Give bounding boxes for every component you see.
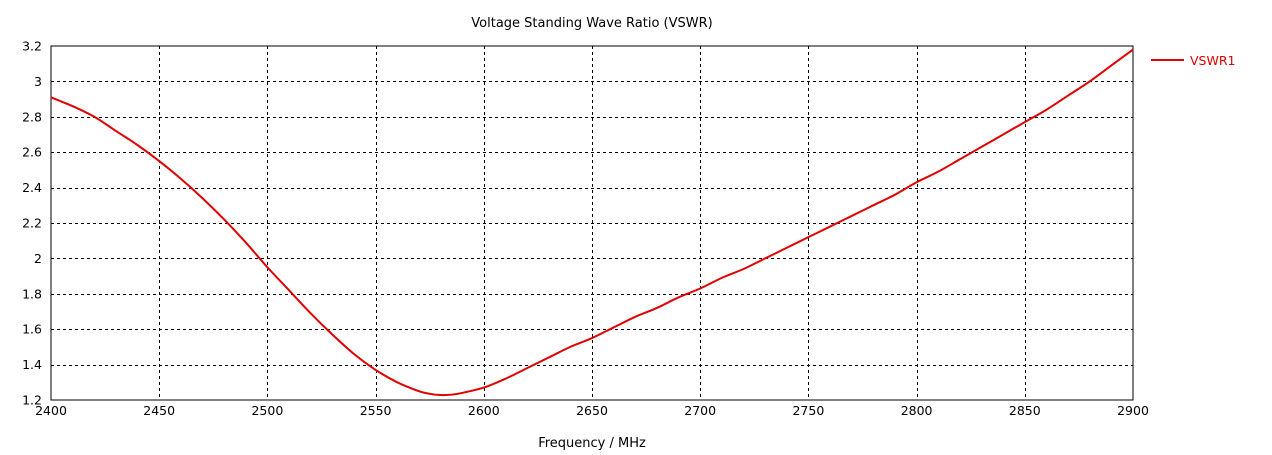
x-tick-label: 2800 xyxy=(901,403,933,418)
x-tick-label: 2650 xyxy=(576,403,608,418)
x-axis-label: Frequency / MHz xyxy=(538,436,646,451)
y-tick-label: 2.6 xyxy=(22,145,42,160)
x-tick-label: 2500 xyxy=(251,403,283,418)
y-tick-label: 1.6 xyxy=(22,322,42,337)
y-tick-label: 3 xyxy=(34,74,42,89)
x-tick-labels: 2400 2450 2500 2550 2600 2650 2700 2750 2800 2850… xyxy=(35,403,1149,418)
x-tick-label: 2600 xyxy=(468,403,500,418)
y-tick-label: 2.8 xyxy=(22,109,42,124)
chart-title: Voltage Standing Wave Ratio (VSWR) xyxy=(471,16,712,31)
x-tick-label: 2550 xyxy=(360,403,392,418)
x-tick-label: 2850 xyxy=(1009,403,1041,418)
x-tick-label: 2750 xyxy=(792,403,824,418)
legend-label-vswr1: VSWR1 xyxy=(1190,53,1235,68)
y-tick-label: 1.8 xyxy=(22,286,42,301)
x-tick-label: 2450 xyxy=(143,403,175,418)
y-tick-label: 1.4 xyxy=(22,357,42,372)
series-line-vswr1 xyxy=(50,48,1134,397)
y-tick-label: 2 xyxy=(34,251,42,266)
grid-lines xyxy=(51,46,1133,400)
legend: VSWR1 xyxy=(1151,53,1235,68)
x-tick-label: 2400 xyxy=(35,403,67,418)
x-tick-label: 2900 xyxy=(1117,403,1149,418)
x-tick-label: 2700 xyxy=(684,403,716,418)
y-tick-labels: 1.2 1.4 1.6 1.8 2 2.2 2.4 2.6 2.8 3 3.2 xyxy=(22,39,42,408)
y-tick-label: 1.2 xyxy=(22,393,42,408)
y-tick-label: 3.2 xyxy=(22,39,42,54)
y-tick-label: 2.2 xyxy=(22,216,42,231)
y-tick-label: 2.4 xyxy=(22,180,42,195)
